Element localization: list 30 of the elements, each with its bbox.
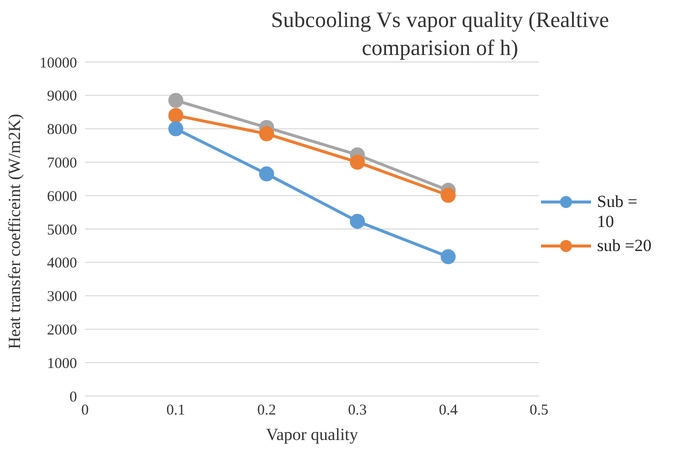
point [440, 249, 456, 264]
y-tick-label: 2000 [47, 322, 77, 339]
y-tick-label: 8000 [47, 122, 77, 138]
chart-title: Subcooling Vs vapor quality (Realtive comparision of h) [270, 6, 610, 62]
point [259, 166, 274, 182]
x-tick-label: 0.4 [438, 402, 458, 419]
y-tick-label: 3000 [47, 289, 77, 306]
y-tick-label: 7000 [47, 156, 77, 172]
point [350, 214, 365, 229]
x-tick-label: 0.1 [166, 402, 186, 419]
point [168, 121, 184, 136]
x-tick-label: 0.2 [257, 402, 276, 419]
x-tick-label: 0.5 [530, 402, 548, 419]
y-axis-title: Heat transfer coefficeint (W/m2K) [5, 114, 24, 349]
y-tick-label: 0 [70, 389, 77, 406]
y-tick-label: 9000 [47, 88, 77, 105]
x-tick-label: 0 [81, 402, 89, 419]
point [350, 154, 365, 170]
point [168, 108, 184, 123]
y-tick-label: 4000 [47, 256, 77, 272]
point [168, 92, 184, 108]
x-axis-title: Vapor quality [266, 425, 359, 444]
point [259, 126, 274, 142]
y-tick-label: 6000 [47, 188, 77, 205]
y-tick-label: 1000 [47, 356, 77, 372]
y-tick-label: 10000 [40, 55, 77, 72]
y-tick-label: 5000 [47, 222, 77, 238]
x-tick-label: 0.3 [348, 402, 367, 419]
legend-label: sub =20 [597, 236, 652, 256]
point [440, 188, 456, 203]
